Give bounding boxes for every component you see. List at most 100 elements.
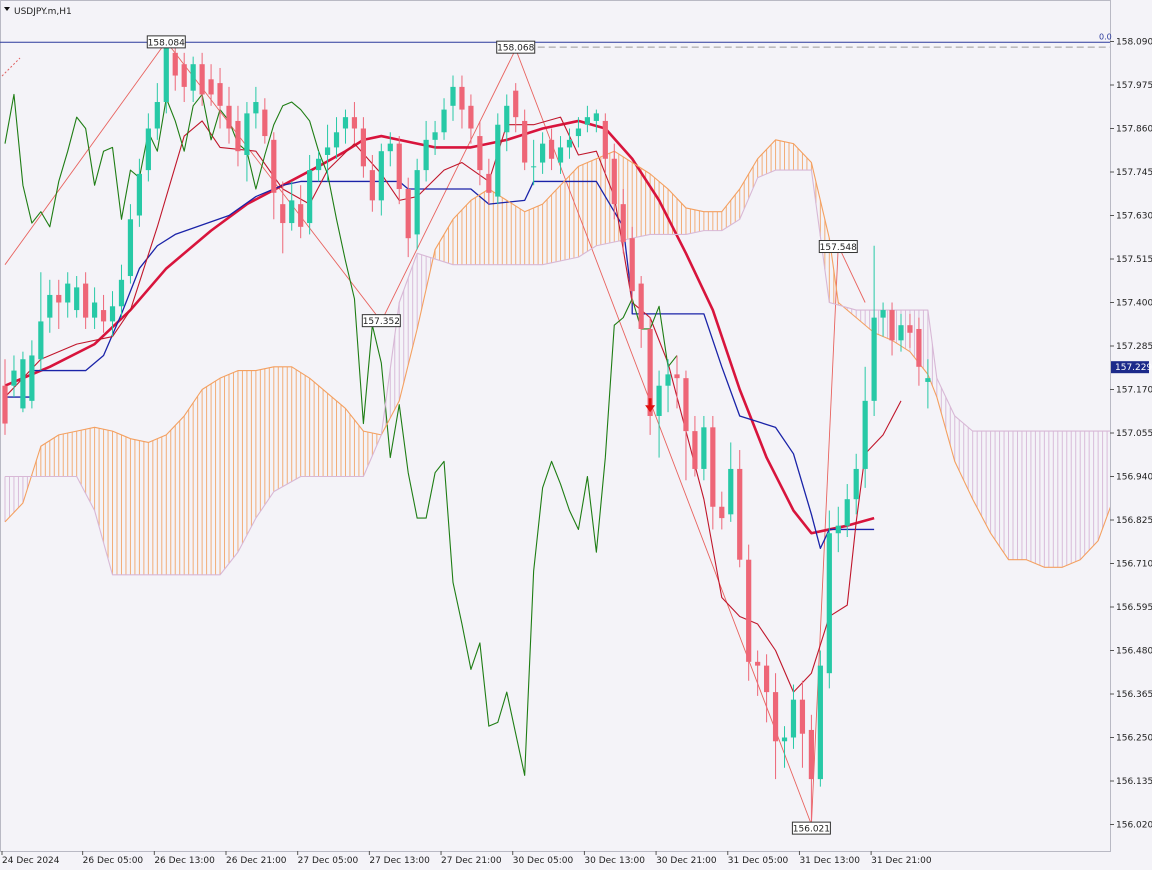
bull-candle [136,158,142,227]
y-tick-label: 157.975 [1116,81,1152,91]
dropdown-triangle-icon[interactable] [4,7,10,11]
bear-candle [620,189,626,254]
candle-body [755,661,761,666]
bull-candle [432,120,438,155]
bull-candle [307,154,313,235]
candle-body [728,468,734,515]
bear-candle [56,279,62,329]
bull-candle [495,113,501,205]
bull-candle [853,453,859,515]
price-label: 156.021 [791,821,831,835]
bear-candle [351,102,358,144]
bull-candle [65,272,71,318]
candle-body [2,385,8,424]
bear-candle [916,317,922,386]
candle-body [665,374,671,386]
candle-body [307,170,313,224]
bear-candle [647,317,653,435]
bear-candle [83,272,89,329]
candle-body [38,321,44,360]
bull-candle [127,204,134,284]
price-label-box [146,35,186,49]
candle-body [593,113,599,121]
bear-candle [611,143,617,220]
candle-body [764,665,770,693]
candle-body [799,699,806,734]
fib-level-label: 0.0 [1099,32,1112,41]
bear-candle [755,650,761,696]
candle-body [324,147,331,155]
bear-candle [808,714,814,821]
candle-body [557,147,564,163]
price-label: 157.548 [818,240,858,254]
symbol-title: USDJPY.m,H1 [14,7,72,17]
candle-body [351,117,358,129]
bull-candle [387,132,393,167]
bear-candle [737,450,743,568]
candle-body [566,139,573,148]
current-price-text: 157.229 [1115,363,1152,373]
price-label-box [791,821,831,835]
indicator-lines [0,40,1110,825]
y-tick-label: 156.020 [1116,821,1152,831]
candle-body [280,204,286,224]
bull-candle [145,113,151,182]
candle-body [513,90,519,118]
x-tick-label: 30 Dec 21:00 [656,856,717,866]
price-label-text: 158.084 [148,38,185,48]
chikou-green-line [4,93,678,776]
candle-body [477,136,483,171]
bull-candle [154,83,160,140]
candle-body [83,283,89,318]
kijun-blue-line [5,180,875,550]
bull-candle [566,128,573,159]
bear-candle [468,94,474,144]
candle-body [826,533,832,674]
candles [2,41,931,821]
y-tick-label: 156.250 [1116,734,1152,744]
bull-candle [665,359,671,413]
span-b-lavender-line [5,169,1110,576]
symbol-header[interactable]: USDJPY.m,H1 [4,7,72,17]
bear-candle [772,673,779,780]
bull-candle [728,442,734,522]
candle-body [459,86,465,110]
price-label: 158.084 [146,35,186,49]
bear-candle [235,105,241,167]
bear-candle [799,680,806,768]
bull-candle [47,279,53,333]
candle-body [190,64,196,91]
candle-body [710,427,716,507]
candle-body [118,279,125,307]
candle-body [692,431,698,469]
candle-body [387,143,393,152]
bull-candle [925,359,931,409]
bear-candle [181,52,187,103]
candle-body [432,132,438,140]
bear-candle [360,117,366,178]
candle-body [20,359,26,409]
candle-body [450,86,456,106]
candle-body [790,699,797,738]
candle-body [835,525,841,534]
candle-body [47,294,53,318]
bear-candle [208,64,214,106]
bear-candle [486,158,492,205]
bull-candle [38,272,44,371]
fib-diagonal-stub [1,57,21,77]
bull-candle [531,139,537,186]
x-tick-label: 30 Dec 13:00 [584,856,645,866]
candle-body [808,729,814,780]
x-tick-label: 24 Dec 2024 [2,856,60,866]
x-tick-label: 31 Dec 21:00 [871,856,932,866]
bull-candle [441,98,447,140]
candle-body [531,166,537,168]
candle-body [127,219,134,277]
candle-body [56,294,62,303]
candle-body [737,468,743,560]
x-tick-label: 30 Dec 05:00 [513,856,574,866]
candle-body [145,128,151,171]
bull-candle [11,355,17,398]
bull-candle [880,302,886,337]
candle-body [199,64,205,95]
